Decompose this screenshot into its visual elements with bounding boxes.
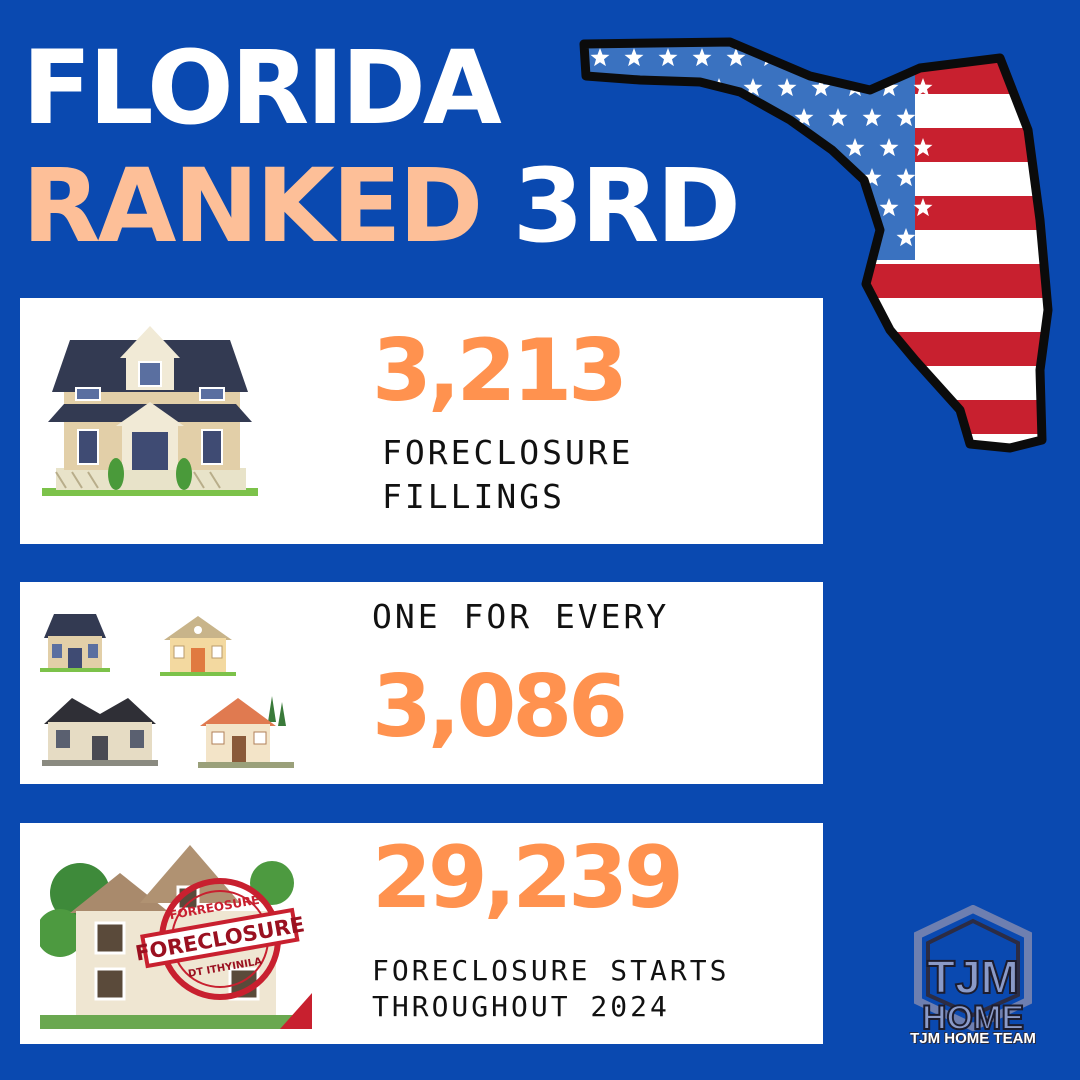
flag-stripe: [584, 196, 1048, 230]
flag-star: [692, 108, 712, 127]
modern-house-icon: [42, 698, 158, 766]
flag-star: [641, 198, 661, 217]
small-house-icon: [40, 614, 110, 672]
logo-brand-text: TJM HOME TEAM: [910, 1030, 1036, 1047]
flag-star: [709, 198, 729, 217]
flag-star: [726, 108, 746, 127]
flag-star: [726, 168, 746, 187]
ratio-count: 3,086: [372, 657, 628, 757]
flag-star: [726, 228, 746, 247]
flag-star: [777, 138, 797, 157]
flag-star: [828, 48, 848, 67]
title-line-1: FLORIDA: [22, 29, 502, 148]
flag-star: [862, 48, 882, 67]
flag-star: [896, 48, 916, 67]
logo-monogram: TJM: [927, 951, 1019, 1003]
flag-star: [811, 78, 831, 97]
flag-star: [590, 228, 610, 247]
flag-star: [743, 138, 763, 157]
flag-star: [658, 228, 678, 247]
flag-star: [896, 108, 916, 127]
flag-star: [590, 48, 610, 67]
flag-star: [879, 78, 899, 97]
flag-star: [828, 108, 848, 127]
starts-count: 29,239: [372, 828, 684, 928]
starts-caption-line1: FORECLOSURE STARTS: [372, 954, 730, 987]
flag-star: [879, 138, 899, 157]
flag-star: [913, 138, 933, 157]
flag-star: [624, 228, 644, 247]
flag-star: [607, 138, 627, 157]
flag-star: [794, 228, 814, 247]
flag-star: [658, 108, 678, 127]
flag-star: [913, 198, 933, 217]
ratio-caption: ONE FOR EVERY: [372, 597, 670, 636]
flag-star: [692, 228, 712, 247]
flag-star: [658, 168, 678, 187]
flag-star: [879, 198, 899, 217]
flag-star: [743, 78, 763, 97]
flag-star: [794, 168, 814, 187]
stat-card-filings: 3,213 FORECLOSURE FILLINGS: [20, 298, 823, 544]
filings-count: 3,213: [372, 321, 628, 421]
flag-star: [845, 138, 865, 157]
cottage-house-icon: [160, 616, 236, 676]
logo-word: HOME: [922, 999, 1024, 1037]
flag-star: [675, 198, 695, 217]
stat-card-ratio: ONE FOR EVERY 3,086: [20, 582, 823, 784]
house-icon: [42, 326, 258, 496]
foreclosure-house-icon: FORECLOSURE FORREOSURE DT ITHYINILA: [40, 845, 312, 1029]
flag-star: [590, 108, 610, 127]
flag-star: [658, 48, 678, 67]
stat-card-starts: FORECLOSURE FORREOSURE DT ITHYINILA 29,2…: [20, 823, 823, 1044]
flag-star: [590, 168, 610, 187]
flag-star: [896, 228, 916, 247]
title-ranked: RANKED: [22, 147, 483, 266]
filings-caption-line2: FILLINGS: [382, 477, 565, 516]
flag-star: [726, 48, 746, 67]
flag-star: [896, 168, 916, 187]
flag-star: [794, 108, 814, 127]
flag-star: [760, 168, 780, 187]
flag-star: [828, 168, 848, 187]
title-line-2: RANKED 3RD: [22, 156, 741, 258]
filings-caption-line1: FORECLOSURE: [382, 433, 634, 472]
brick-house-icon: [198, 696, 294, 768]
flag-star: [862, 108, 882, 127]
flag-star: [743, 198, 763, 217]
flag-star: [760, 228, 780, 247]
flag-stripe: [584, 264, 1048, 298]
flag-star: [845, 198, 865, 217]
flag-star: [777, 198, 797, 217]
title-rank: 3RD: [512, 147, 741, 266]
flag-star: [624, 168, 644, 187]
flag-star: [709, 138, 729, 157]
flag-star: [692, 168, 712, 187]
flag-star: [641, 138, 661, 157]
flag-star: [862, 168, 882, 187]
flag-star: [777, 78, 797, 97]
flag-star: [624, 108, 644, 127]
flag-star: [624, 48, 644, 67]
flag-star: [692, 48, 712, 67]
starts-caption-line2: THROUGHOUT 2024: [372, 990, 670, 1023]
tjm-home-logo-icon: TJM HOME: [914, 905, 1032, 1038]
flag-star: [794, 48, 814, 67]
flag-star: [828, 228, 848, 247]
flag-star: [607, 198, 627, 217]
flag-star: [811, 198, 831, 217]
flag-star: [675, 138, 695, 157]
flag-star: [913, 78, 933, 97]
